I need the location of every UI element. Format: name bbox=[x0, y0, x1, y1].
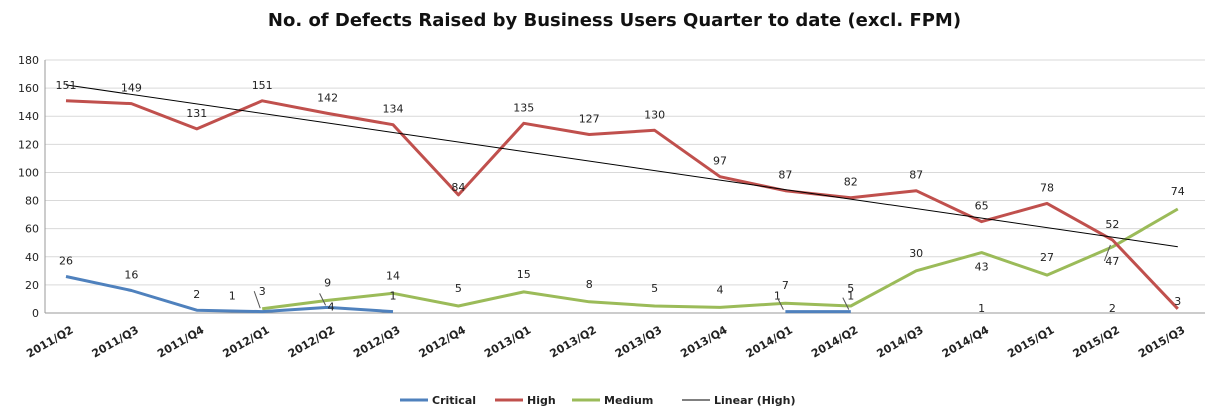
y-tick-label: 0 bbox=[32, 307, 39, 320]
data-label-medium: 15 bbox=[517, 268, 531, 281]
data-label-high: 52 bbox=[1105, 218, 1119, 231]
x-tick-label: 2011/Q3 bbox=[90, 323, 141, 360]
x-tick-label: 2015/Q1 bbox=[1005, 323, 1056, 360]
data-label-medium: 43 bbox=[975, 261, 989, 274]
x-tick-label: 2015/Q3 bbox=[1136, 323, 1187, 360]
series-line-medium bbox=[262, 207, 1179, 311]
label-leader-line bbox=[776, 297, 784, 310]
x-tick-label: 2012/Q4 bbox=[417, 323, 469, 360]
x-tick-label: 2015/Q2 bbox=[1071, 323, 1122, 360]
data-label-critical: 1 bbox=[229, 290, 236, 303]
y-tick-label: 180 bbox=[18, 54, 39, 67]
data-label-medium: 74 bbox=[1171, 185, 1185, 198]
x-tick-label: 2013/Q4 bbox=[678, 323, 730, 360]
data-label-high: 97 bbox=[713, 155, 727, 168]
x-tick-label: 2014/Q3 bbox=[874, 323, 925, 360]
data-label-medium: 27 bbox=[1040, 251, 1054, 264]
data-label-critical: 1 bbox=[774, 290, 781, 303]
x-tick-label: 2012/Q1 bbox=[220, 323, 271, 360]
label-leader-line bbox=[319, 293, 327, 306]
legend-label-medium: Medium bbox=[604, 394, 653, 407]
legend-label-high: High bbox=[527, 394, 556, 407]
data-label-high: 82 bbox=[844, 176, 858, 189]
x-tick-label: 2012/Q2 bbox=[286, 323, 337, 360]
data-label-high: 3 bbox=[1174, 295, 1181, 308]
y-tick-label: 120 bbox=[18, 138, 39, 151]
data-label-high: 134 bbox=[383, 103, 404, 116]
y-tick-label: 20 bbox=[25, 279, 39, 292]
trendline-linear-high bbox=[65, 84, 1178, 248]
data-label-extra: 4 bbox=[328, 300, 335, 313]
x-tick-label: 2014/Q1 bbox=[744, 323, 795, 360]
y-tick-label: 80 bbox=[25, 195, 39, 208]
label-leader-line bbox=[1103, 244, 1111, 262]
data-label-medium: 30 bbox=[909, 247, 923, 260]
data-label-critical: 26 bbox=[59, 254, 73, 267]
legend: Critical High Medium Linear (High) bbox=[400, 394, 796, 407]
series-line-critical bbox=[65, 275, 851, 314]
x-tick-label: 2014/Q4 bbox=[940, 323, 992, 360]
x-tick-label: 2013/Q1 bbox=[482, 323, 533, 360]
series-line-high bbox=[65, 99, 1179, 310]
y-tick-label: 60 bbox=[25, 223, 39, 236]
data-label-medium: 47 bbox=[1105, 255, 1119, 268]
data-label-critical: 16 bbox=[124, 269, 138, 282]
x-tick-label: 2012/Q3 bbox=[351, 323, 402, 360]
data-label-medium: 14 bbox=[386, 269, 400, 282]
data-label-critical: 2 bbox=[193, 288, 200, 301]
x-tick-label: 2014/Q2 bbox=[809, 323, 860, 360]
data-label-high: 135 bbox=[513, 101, 534, 114]
data-label-high: 149 bbox=[121, 82, 142, 95]
data-label-high: 127 bbox=[579, 112, 600, 125]
x-tick-label: 2011/Q4 bbox=[155, 323, 207, 360]
data-label-high: 78 bbox=[1040, 181, 1054, 194]
legend-label-critical: Critical bbox=[432, 394, 476, 407]
data-label-critical: 1 bbox=[978, 302, 985, 315]
data-label-critical: 2 bbox=[1109, 302, 1116, 315]
label-leader-line bbox=[842, 297, 850, 310]
data-label-high: 65 bbox=[975, 200, 989, 213]
data-label-high: 84 bbox=[451, 181, 465, 194]
legend-label-linear-high: Linear (High) bbox=[714, 394, 796, 407]
data-label-high: 87 bbox=[909, 169, 923, 182]
data-label-medium: 3 bbox=[259, 285, 266, 298]
x-tick-label: 2011/Q2 bbox=[24, 323, 75, 360]
data-label-high: 131 bbox=[186, 107, 207, 120]
y-tick-label: 40 bbox=[25, 251, 39, 264]
data-label-medium: 8 bbox=[586, 278, 593, 291]
data-label-high: 151 bbox=[252, 79, 273, 92]
label-leader-line bbox=[253, 291, 261, 309]
x-tick-label: 2013/Q2 bbox=[547, 323, 598, 360]
data-label-critical: 1 bbox=[390, 290, 397, 303]
data-label-high: 142 bbox=[317, 91, 338, 104]
y-tick-label: 140 bbox=[18, 110, 39, 123]
data-label-high: 87 bbox=[778, 169, 792, 182]
chart-title: No. of Defects Raised by Business Users … bbox=[267, 10, 962, 31]
data-label-medium: 7 bbox=[782, 279, 789, 292]
data-label-high: 130 bbox=[644, 108, 665, 121]
y-tick-label: 100 bbox=[18, 166, 39, 179]
data-label-medium: 5 bbox=[847, 282, 854, 295]
y-tick-label: 160 bbox=[18, 82, 39, 95]
data-label-critical: 1 bbox=[847, 290, 854, 303]
data-label-high: 151 bbox=[56, 79, 77, 92]
data-label-medium: 4 bbox=[717, 283, 724, 296]
x-tick-label: 2013/Q3 bbox=[613, 323, 664, 360]
data-label-medium: 9 bbox=[324, 276, 331, 289]
data-label-medium: 5 bbox=[455, 282, 462, 295]
data-label-medium: 5 bbox=[651, 282, 658, 295]
